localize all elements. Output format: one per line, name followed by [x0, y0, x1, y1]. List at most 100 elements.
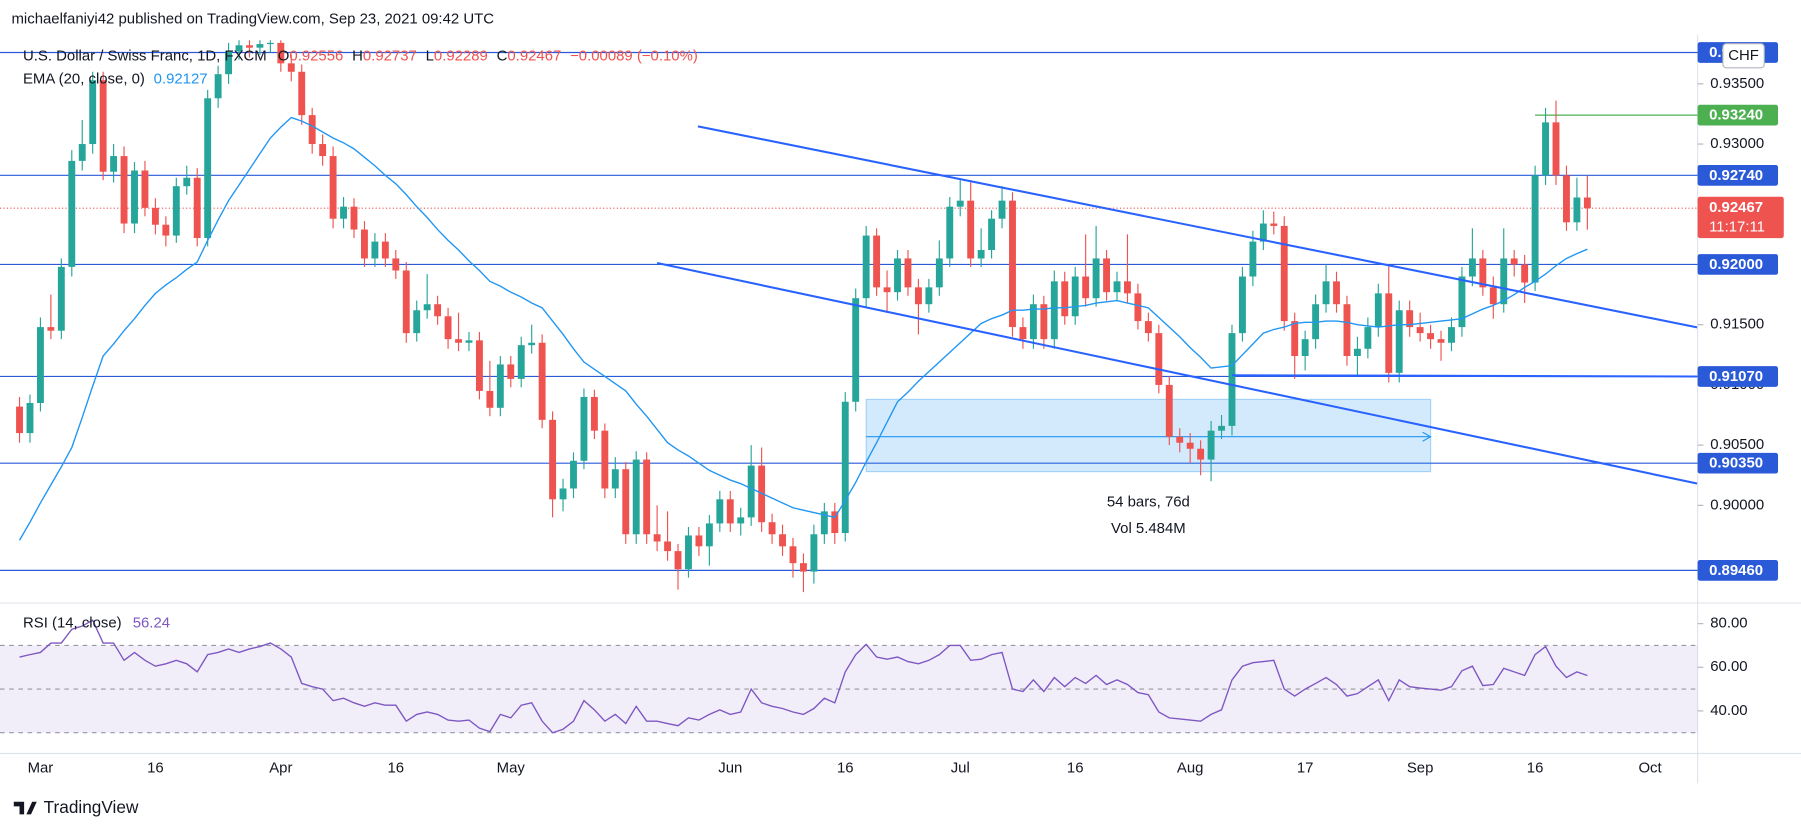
- ohlc-label: H: [352, 47, 363, 64]
- range-volume-label: Vol 5.484M: [1111, 520, 1186, 537]
- candle-body: [726, 499, 734, 524]
- candle-body: [1542, 122, 1549, 176]
- time-tick-label: 16: [388, 759, 405, 776]
- price-tick-label: 0.93000: [1710, 135, 1764, 152]
- candle-body: [1019, 327, 1027, 340]
- candle-body: [225, 51, 233, 75]
- candle-body: [820, 511, 828, 535]
- time-tick-label: 16: [1527, 759, 1544, 776]
- candle-body: [1364, 327, 1372, 349]
- price-tick-label: 0.91500: [1710, 316, 1764, 333]
- candle-body: [507, 364, 515, 379]
- candle-body: [1353, 348, 1361, 357]
- candle-body: [1301, 339, 1309, 357]
- candle-body: [1270, 223, 1278, 226]
- candle-body: [559, 488, 567, 500]
- price-panel: [0, 40, 1698, 593]
- candle-body: [287, 63, 295, 72]
- candle-body: [361, 229, 368, 259]
- ohlc-label: L: [426, 47, 434, 64]
- candle-body: [1071, 276, 1079, 317]
- candle-body: [1259, 223, 1267, 242]
- date-range-box: [865, 398, 1432, 473]
- candle-body: [1458, 276, 1466, 328]
- candle-body: [16, 406, 23, 434]
- candle-body: [277, 42, 285, 64]
- candle-body: [1134, 293, 1142, 322]
- candle-body: [1406, 310, 1414, 328]
- candle-body: [1291, 321, 1299, 357]
- candle-body: [643, 459, 651, 535]
- candle-body: [110, 156, 118, 172]
- candle-body: [956, 200, 964, 207]
- candle-body: [1113, 281, 1121, 293]
- candle-body: [68, 160, 76, 267]
- rsi-panel: [0, 619, 1698, 734]
- candle-body: [47, 327, 55, 331]
- candle-body: [1029, 304, 1037, 340]
- price-tick-label: 0.90500: [1710, 436, 1764, 453]
- candle-body: [1521, 264, 1529, 283]
- candle-body: [1583, 197, 1591, 209]
- price-badge: [1697, 452, 1779, 474]
- candle-body: [789, 546, 797, 564]
- axes: 0.935000.930000.915000.910000.905000.900…: [28, 42, 1784, 776]
- candle-body: [1500, 258, 1508, 305]
- candle-body: [172, 186, 180, 236]
- publisher-line: michaelfaniyi42 published on TradingView…: [11, 10, 494, 27]
- candle-body: [402, 270, 410, 334]
- candle-body: [632, 459, 640, 535]
- candle-body: [434, 304, 442, 317]
- candle-body: [444, 316, 452, 340]
- candle-body: [674, 551, 682, 570]
- time-tick-label: Apr: [269, 759, 292, 776]
- candle-body: [371, 241, 379, 259]
- last-price-label: 0.92467: [1709, 199, 1763, 216]
- candle-body: [57, 266, 65, 331]
- candle-body: [1479, 258, 1487, 288]
- rsi-line: [19, 619, 1588, 734]
- candle-body: [1427, 333, 1435, 340]
- candle-body: [570, 460, 577, 489]
- candle-body: [977, 250, 985, 259]
- candle-body: [1395, 310, 1403, 373]
- candle-body: [1155, 333, 1163, 385]
- candle-body: [1280, 225, 1288, 322]
- price-badge: [1697, 254, 1779, 275]
- time-tick-label: 17: [1297, 759, 1314, 776]
- candle-body: [141, 170, 149, 208]
- candle-body: [1165, 384, 1173, 437]
- candle-body: [810, 534, 818, 572]
- candle-body: [852, 298, 860, 402]
- candle-body: [266, 42, 274, 45]
- candle-body: [904, 258, 912, 288]
- candle-body: [319, 144, 327, 157]
- time-tick-label: Sep: [1407, 759, 1434, 776]
- time-tick-label: Jul: [951, 759, 970, 776]
- rsi-tick-label: 60.00: [1710, 658, 1747, 675]
- price-tick-label: 0.93500: [1710, 75, 1764, 92]
- price-badge-label: 0.92740: [1709, 167, 1763, 184]
- candle-body: [455, 339, 462, 343]
- candle-body: [914, 287, 922, 305]
- candle-body: [1144, 321, 1152, 334]
- candle-body: [381, 241, 389, 259]
- price-badge-label: 0.89460: [1709, 562, 1763, 579]
- candle-body: [89, 80, 97, 145]
- candle-body: [298, 71, 306, 116]
- candle-body: [1238, 276, 1246, 334]
- candle-body: [998, 200, 1006, 219]
- time-tick-label: 16: [1067, 759, 1084, 776]
- time-tick-label: May: [497, 759, 526, 776]
- rsi-name: RSI (14, close): [23, 615, 122, 632]
- candle-body: [1343, 304, 1351, 357]
- price-badge: [1697, 560, 1779, 581]
- candle-body: [946, 206, 954, 259]
- candle-body: [1249, 241, 1257, 277]
- candle-body: [831, 511, 839, 534]
- candle-body: [925, 287, 933, 305]
- candle-body: [716, 499, 724, 524]
- open-value: 0.92556: [289, 47, 343, 64]
- candle-body: [235, 45, 243, 52]
